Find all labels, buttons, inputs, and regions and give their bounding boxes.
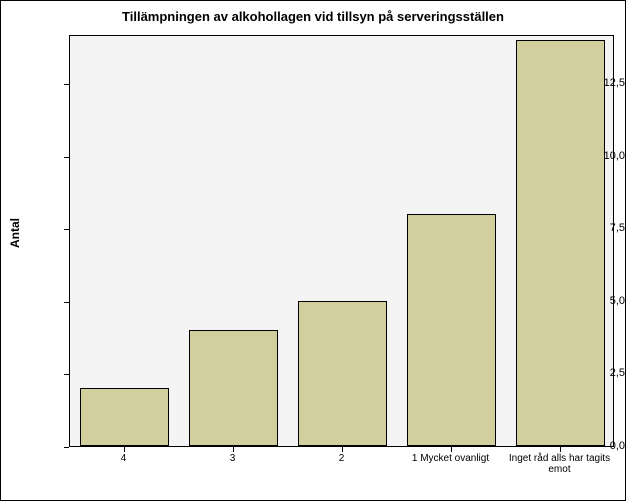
x-tick-label: Inget råd alls har tagits emot: [505, 453, 614, 475]
y-tick-label: 5,0: [567, 295, 625, 307]
bar: [516, 40, 605, 446]
x-tick-label: 3: [178, 453, 287, 464]
x-tick-label: 1 Mycket ovanligt: [396, 453, 505, 464]
y-tick-label: 12,5: [567, 77, 625, 89]
x-tick-mark: [342, 447, 343, 452]
y-tick-mark: [64, 157, 69, 158]
bar: [298, 301, 387, 446]
bar: [80, 388, 169, 446]
bar: [189, 330, 278, 446]
x-tick-label: 4: [69, 453, 178, 464]
y-tick-mark: [64, 302, 69, 303]
chart-container: Tillämpningen av alkohollagen vid tillsy…: [0, 0, 626, 501]
y-tick-label: 10,0: [567, 150, 625, 162]
x-tick-mark: [560, 447, 561, 452]
x-tick-mark: [233, 447, 234, 452]
y-tick-label: 2,5: [567, 367, 625, 379]
plot-area: [69, 35, 614, 447]
y-tick-mark: [64, 84, 69, 85]
chart-title: Tillämpningen av alkohollagen vid tillsy…: [1, 1, 625, 28]
y-tick-mark: [64, 229, 69, 230]
y-tick-mark: [64, 447, 69, 448]
x-tick-mark: [451, 447, 452, 452]
y-tick-label: 7,5: [567, 222, 625, 234]
y-tick-label: 0,0: [567, 440, 625, 452]
y-tick-mark: [64, 374, 69, 375]
y-axis-label: Antal: [8, 228, 22, 248]
x-tick-label: 2: [287, 453, 396, 464]
bar: [407, 214, 496, 446]
x-tick-mark: [124, 447, 125, 452]
